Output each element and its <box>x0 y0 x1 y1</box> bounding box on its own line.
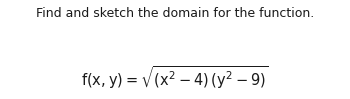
Text: Find and sketch the domain for the function.: Find and sketch the domain for the funct… <box>36 7 314 20</box>
Text: $\mathsf{f(x,y) = \sqrt{(x^2-4)\,(y^2-9)}}$: $\mathsf{f(x,y) = \sqrt{(x^2-4)\,(y^2-9)… <box>81 64 269 91</box>
